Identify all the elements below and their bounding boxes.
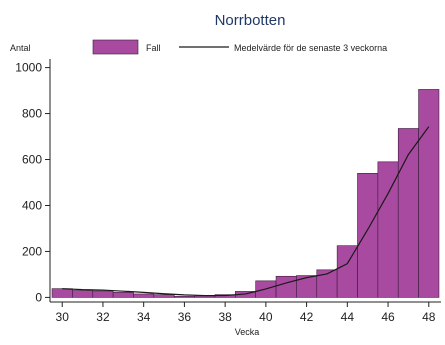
bar-week-42: [296, 275, 318, 298]
x-tick-label-42: 42: [300, 310, 314, 324]
x-tick-label-38: 38: [218, 310, 232, 324]
bar-week-33: [112, 292, 134, 298]
plot-area: 0 200 400 600 800 1000 30 32 34 36 38 40 42 44 46 48: [15, 59, 441, 324]
x-tick-label-46: 46: [381, 310, 395, 324]
bar-week-30: [51, 288, 73, 298]
chart-title: Norrbotten: [215, 12, 286, 29]
x-axis-title: Vecka: [235, 327, 260, 337]
y-axis-title: Antal: [10, 43, 31, 53]
y-tick-label-800: 800: [22, 107, 42, 121]
bar-week-41: [275, 275, 297, 298]
legend-swatch-fall: [92, 39, 139, 55]
bar-week-32: [92, 290, 114, 298]
bar-week-48: [418, 89, 440, 298]
x-tick-label-40: 40: [259, 310, 273, 324]
x-tick-label-44: 44: [341, 310, 355, 324]
bar-week-44: [336, 245, 358, 298]
bar-week-37: [194, 295, 216, 298]
x-tick-label-36: 36: [178, 310, 192, 324]
series-line-average: [62, 126, 430, 297]
bar-week-34: [133, 293, 155, 298]
bar-week-31: [72, 290, 94, 298]
y-tick-label-1000: 1000: [15, 61, 42, 75]
y-tick-label-200: 200: [22, 244, 42, 258]
x-tick-label-48: 48: [422, 310, 436, 324]
legend-label-fall: Fall: [146, 43, 161, 53]
y-tick-label-600: 600: [22, 153, 42, 167]
bar-week-35: [153, 294, 175, 298]
y-tick-label-400: 400: [22, 198, 42, 212]
bar-week-36: [173, 295, 195, 298]
bar-week-46: [377, 161, 399, 298]
legend-label-average: Medelvärde för de senaste 3 veckorna: [234, 43, 387, 53]
x-tick-label-30: 30: [56, 310, 70, 324]
legend: Fall Medelvärde för de senaste 3 veckorn…: [92, 39, 387, 55]
x-tick-label-32: 32: [96, 310, 110, 324]
y-tick-label-0: 0: [35, 290, 42, 304]
x-tick-label-34: 34: [137, 310, 151, 324]
bar-week-45: [357, 173, 379, 298]
